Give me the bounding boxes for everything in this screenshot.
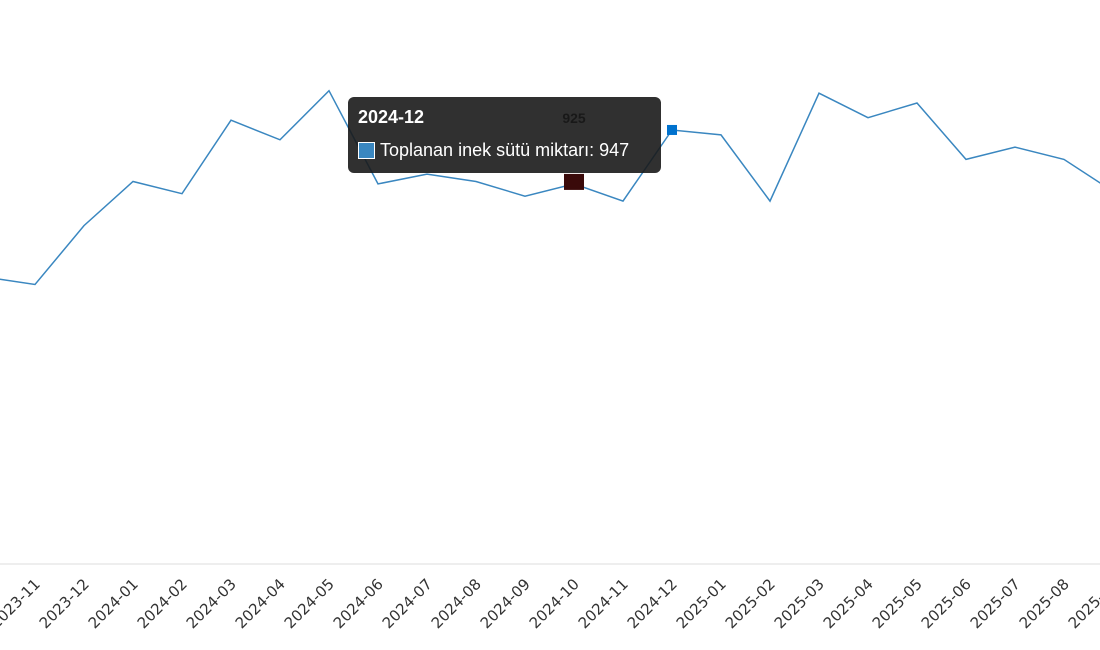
x-tick-label: 2025-05 — [869, 575, 926, 632]
x-tick-label: 2024-08 — [428, 575, 485, 632]
x-tick-label: 2025-04 — [820, 575, 877, 632]
x-tick-label: 2024-01 — [85, 575, 142, 632]
x-tick-label: 2025-01 — [673, 575, 730, 632]
highlighted-point-marker[interactable] — [667, 124, 677, 135]
tooltip-title: 2024-12 — [358, 107, 425, 127]
x-tick-label: 2025-03 — [771, 575, 828, 632]
x-tick-label: 2024-11 — [575, 575, 632, 632]
series-line — [0, 89, 1100, 286]
value-label-marker — [564, 173, 584, 190]
x-tick-label: 2025-09 — [1065, 575, 1100, 632]
tooltip-separator: : — [589, 140, 600, 160]
x-tick-label: 2024-12 — [624, 575, 681, 632]
tooltip-row: Toplanan inek sütü miktarı: 947 — [358, 139, 651, 161]
x-axis-ticks: 2023-102023-112023-122024-012024-022024-… — [0, 575, 1100, 632]
x-tick-label: 2024-04 — [232, 575, 289, 632]
x-tick-label: 2025-02 — [722, 575, 779, 632]
x-tick-label: 2024-06 — [330, 575, 387, 632]
tooltip-series-name: Toplanan inek sütü miktarı — [380, 140, 590, 160]
tooltip-series-swatch — [358, 141, 375, 159]
x-tick-label: 2024-10 — [526, 575, 583, 632]
x-tick-label: 2025-08 — [1016, 575, 1073, 632]
x-tick-label: 2024-09 — [477, 575, 534, 632]
x-tick-label: 2024-07 — [379, 575, 436, 632]
x-tick-label: 2023-12 — [36, 575, 93, 632]
x-tick-label: 2024-03 — [183, 575, 240, 632]
tooltip: 2024-12 Toplanan inek sütü miktarı: 947 — [348, 97, 661, 173]
tooltip-series-value: 947 — [599, 140, 630, 160]
x-tick-label: 2025-07 — [967, 575, 1024, 632]
x-tick-label: 2024-05 — [281, 575, 338, 632]
x-tick-label: 2025-06 — [918, 575, 975, 632]
x-tick-label: 2024-02 — [134, 575, 191, 632]
x-tick-label: 2023-11 — [0, 575, 44, 632]
